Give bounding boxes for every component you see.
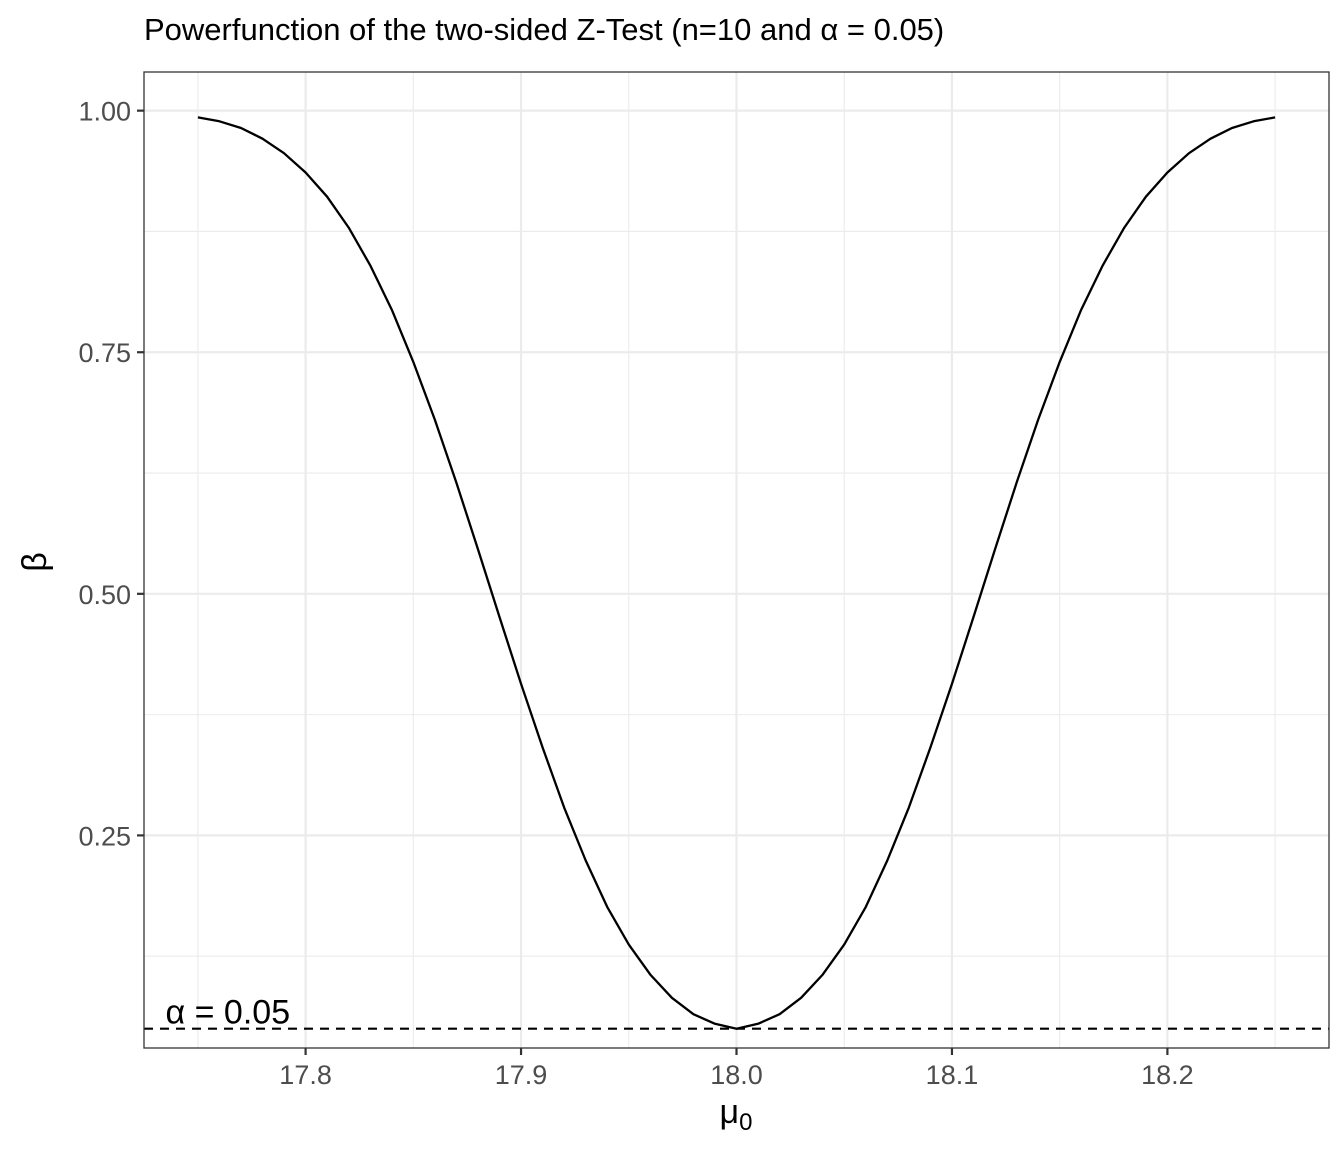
y-tick-label: 0.25 <box>78 821 131 851</box>
alpha-annotation: α = 0.05 <box>166 994 291 1032</box>
x-axis-title: μ0 <box>720 1093 753 1136</box>
y-tick-label: 0.75 <box>78 338 131 368</box>
grid <box>144 72 1329 1048</box>
chart-title: Powerfunction of the two-sided Z-Test (n… <box>144 12 944 47</box>
y-axis-title: β <box>16 552 54 572</box>
axes: 17.8 17.9 18.0 18.1 18.2 0.25 0.50 0.75 1.00 <box>78 97 1193 1090</box>
x-tick-label: 18.2 <box>1141 1060 1194 1090</box>
x-tick-label: 17.8 <box>279 1060 332 1090</box>
x-axis-title-subscript: 0 <box>739 1109 752 1136</box>
y-tick-label: 0.50 <box>78 580 131 610</box>
x-axis-title-main: μ <box>720 1093 740 1131</box>
y-tick-label: 1.00 <box>78 97 131 127</box>
data-layer: α = 0.05 <box>144 116 1329 1032</box>
x-tick-label: 17.9 <box>495 1060 548 1090</box>
x-tick-label: 18.1 <box>926 1060 979 1090</box>
x-tick-label: 18.0 <box>710 1060 763 1090</box>
